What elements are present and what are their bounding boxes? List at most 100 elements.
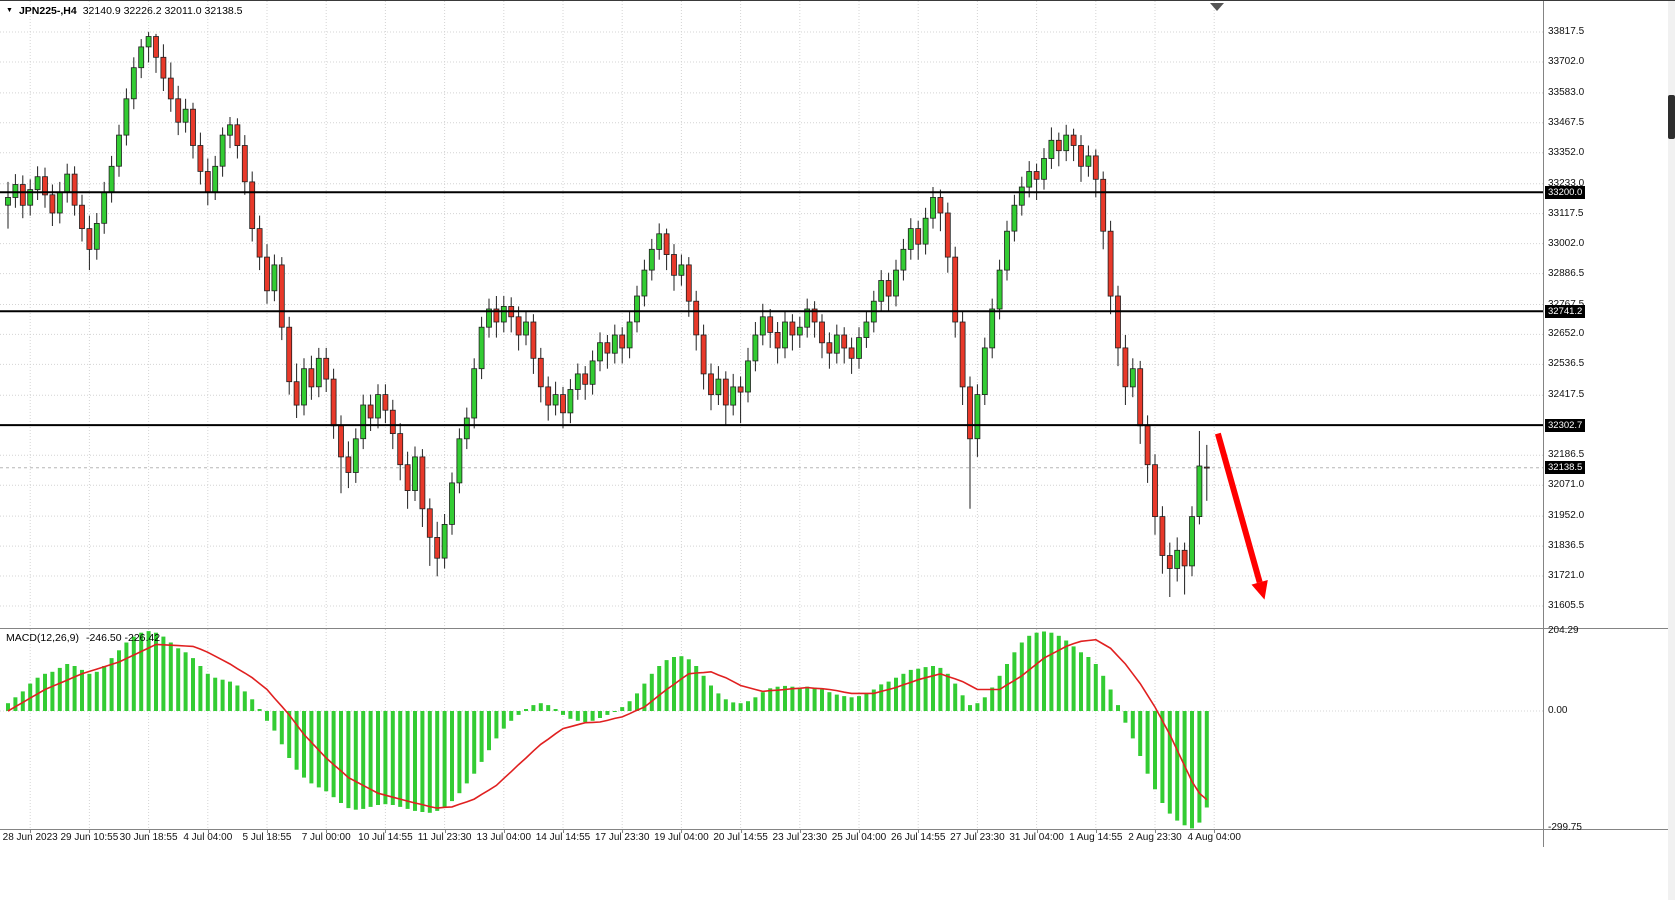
- macd-histogram-bar: [65, 664, 70, 711]
- candle-bear: [663, 228, 670, 271]
- candle-bear: [345, 441, 352, 489]
- macd-histogram-bar: [546, 705, 551, 711]
- candle-bear: [789, 314, 796, 351]
- candle-bear: [1055, 132, 1062, 167]
- macd-histogram-bar: [272, 711, 277, 731]
- price-tick-label: 32652.0: [1548, 328, 1585, 340]
- macd-histogram-bar: [398, 711, 403, 807]
- macd-histogram-bar: [620, 707, 625, 711]
- candle-bull: [64, 163, 71, 203]
- macd-histogram-bar: [561, 711, 565, 715]
- macd-histogram-bar: [931, 666, 935, 711]
- price-tick-label: 33817.5: [1548, 26, 1585, 37]
- candle-bear: [952, 246, 959, 338]
- macd-histogram-bar: [457, 711, 462, 794]
- candle-bull: [375, 384, 381, 429]
- macd-histogram-bar: [205, 673, 210, 711]
- candle-bull: [1018, 176, 1025, 216]
- time-axis-label: 23 Jul 23:30: [772, 832, 828, 843]
- time-tick-mark: [207, 829, 209, 833]
- macd-histogram-bar: [1153, 711, 1157, 790]
- chart-shift-marker[interactable]: [1210, 3, 1224, 11]
- time-tick-mark: [148, 829, 150, 833]
- macd-histogram-bar: [117, 650, 121, 711]
- time-axis-label: 27 Jul 23:30: [950, 832, 1005, 843]
- macd-histogram-bar: [257, 709, 262, 711]
- price-tick-label: 32886.5: [1548, 267, 1585, 279]
- candle-bear: [1181, 542, 1188, 595]
- time-axis-label: 4 Jul 04:00: [183, 832, 233, 843]
- time-axis-label: 10 Jul 14:55: [358, 832, 413, 843]
- macd-histogram-bar: [975, 703, 980, 711]
- candle-bull: [27, 179, 34, 216]
- macd-histogram-bar: [827, 692, 832, 711]
- macd-histogram-bar: [1093, 664, 1098, 711]
- price-tick-label: 31952.0: [1548, 510, 1585, 522]
- macd-histogram-bar: [968, 705, 972, 711]
- candle-bull: [108, 155, 115, 203]
- candle-bull: [478, 316, 485, 380]
- macd-panel-canvas[interactable]: [0, 629, 1543, 829]
- time-axis-label: 30 Jun 18:55: [119, 832, 178, 843]
- candle-bull: [486, 298, 492, 338]
- candle-bear: [722, 371, 729, 426]
- candle-bull: [796, 316, 803, 348]
- candle-bear: [545, 376, 552, 421]
- macd-histogram-bar: [383, 711, 388, 805]
- macd-histogram-bar: [842, 696, 847, 711]
- candle-bear: [944, 202, 951, 273]
- symbol-info-bar[interactable]: ▼ JPN225-,H4 32140.9 32226.2 32011.0 321…: [6, 5, 243, 17]
- price-chart-canvas[interactable]: [0, 1, 1543, 628]
- macd-histogram-bar: [568, 711, 573, 719]
- symbol-timeframe-label: JPN225-,H4: [18, 5, 77, 17]
- macd-histogram-bar: [479, 711, 484, 762]
- time-tick-mark: [740, 829, 742, 833]
- time-tick-mark: [267, 829, 268, 833]
- candle-bull: [804, 298, 811, 338]
- price-tick-label: 33467.5: [1548, 116, 1585, 128]
- down-arrow-annotation[interactable]: [1215, 432, 1268, 600]
- macd-histogram-bar: [346, 711, 351, 809]
- time-axis-label: 13 Jul 04:00: [476, 832, 532, 843]
- macd-histogram-bar: [1167, 711, 1172, 814]
- chart-menu-icon[interactable]: ▼: [6, 7, 13, 14]
- candle-bull: [34, 166, 41, 200]
- scrollbar-track[interactable]: [1668, 1, 1675, 900]
- candle-bear: [160, 44, 167, 91]
- macd-histogram-bar: [324, 711, 329, 792]
- scrollbar-thumb[interactable]: [1668, 95, 1675, 139]
- candle-bull: [1085, 145, 1092, 177]
- candle-bull: [1004, 220, 1010, 281]
- macd-histogram-bar: [701, 675, 706, 711]
- candle-bull: [315, 347, 322, 398]
- candle-bear: [264, 244, 270, 304]
- macd-histogram-bar: [1079, 652, 1083, 711]
- candle-bear: [848, 337, 855, 374]
- candle-bear: [582, 366, 589, 400]
- price-tick-label: 31836.5: [1548, 540, 1585, 552]
- macd-histogram-bar: [1101, 675, 1106, 711]
- candle-bear: [286, 316, 293, 395]
- macd-histogram-bar: [405, 711, 410, 809]
- candle-bull: [12, 174, 19, 208]
- candle-bear: [49, 184, 56, 226]
- macd-histogram-bar: [790, 686, 795, 711]
- macd-histogram-bar: [1064, 640, 1069, 711]
- macd-histogram-bar: [501, 711, 506, 729]
- macd-histogram-bar: [982, 697, 987, 711]
- macd-histogram-bar: [72, 666, 77, 711]
- macd-histogram-bar: [1012, 652, 1017, 711]
- macd-histogram-bar: [664, 660, 669, 711]
- macd-histogram-bar: [442, 711, 447, 807]
- chart-macd-separator[interactable]: [0, 628, 1675, 629]
- macd-histogram-bar: [1071, 646, 1076, 711]
- macd-histogram-bar: [886, 681, 891, 711]
- macd-histogram-bar: [953, 683, 958, 711]
- macd-histogram-bar: [531, 705, 536, 711]
- macd-histogram-bar: [339, 711, 343, 803]
- macd-histogram-bar: [294, 711, 299, 770]
- macd-histogram-bar: [990, 687, 995, 711]
- macd-histogram-bar: [368, 711, 373, 807]
- macd-histogram-bar: [124, 642, 129, 711]
- candle-bear: [885, 272, 892, 312]
